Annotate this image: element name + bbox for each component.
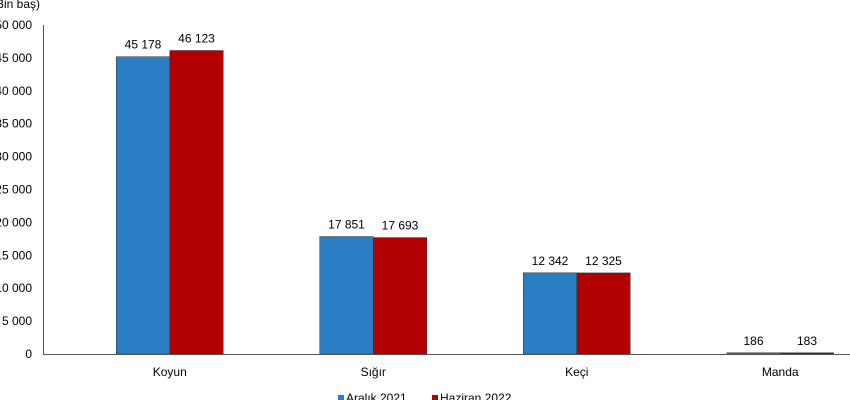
bar-koyun-1 [116, 56, 170, 355]
bar-sığır-2 [373, 237, 427, 355]
y-axis-label: (Bin baş) [0, 0, 40, 11]
data-label: 17 693 [382, 219, 419, 233]
data-label: 45 178 [125, 38, 162, 52]
legend-swatch [432, 395, 438, 400]
legend: Aralık 2021 Haziran 2022 [338, 391, 512, 400]
legend-label: Aralık 2021 [346, 391, 407, 400]
data-label: 12 325 [585, 254, 622, 268]
bar-koyun-2 [169, 50, 224, 355]
bar-manda-2 [780, 352, 834, 355]
bar-keçi-1 [523, 272, 577, 355]
y-tick-label: 0 [25, 347, 32, 361]
x-tick-label: Koyun [153, 365, 187, 379]
x-tick-label: Manda [762, 365, 799, 379]
y-tick-label: 5 000 [2, 314, 32, 328]
data-label: 12 342 [532, 254, 569, 268]
y-tick-label: 20 000 [0, 215, 32, 229]
y-tick-label: 45 000 [0, 51, 32, 65]
bar-manda-1 [726, 352, 781, 355]
bar-sığır-1 [319, 236, 374, 355]
data-label: 17 851 [328, 218, 365, 232]
x-tick-label: Sığır [361, 365, 386, 379]
x-tick-label: Keçi [565, 365, 588, 379]
y-tick-label: 40 000 [0, 84, 32, 98]
y-tick-label: 25 000 [0, 183, 32, 197]
data-label: 46 123 [178, 32, 215, 46]
y-tick-label: 50 000 [0, 18, 32, 32]
y-tick-label: 15 000 [0, 248, 32, 262]
data-label: 183 [797, 334, 817, 348]
data-label: 186 [743, 334, 763, 348]
legend-label: Haziran 2022 [440, 391, 512, 400]
bar-keçi-2 [576, 272, 631, 355]
y-tick-label: 30 000 [0, 150, 32, 164]
y-tick-label: 10 000 [0, 281, 32, 295]
y-tick-label: 35 000 [0, 117, 32, 131]
legend-swatch [338, 395, 344, 400]
